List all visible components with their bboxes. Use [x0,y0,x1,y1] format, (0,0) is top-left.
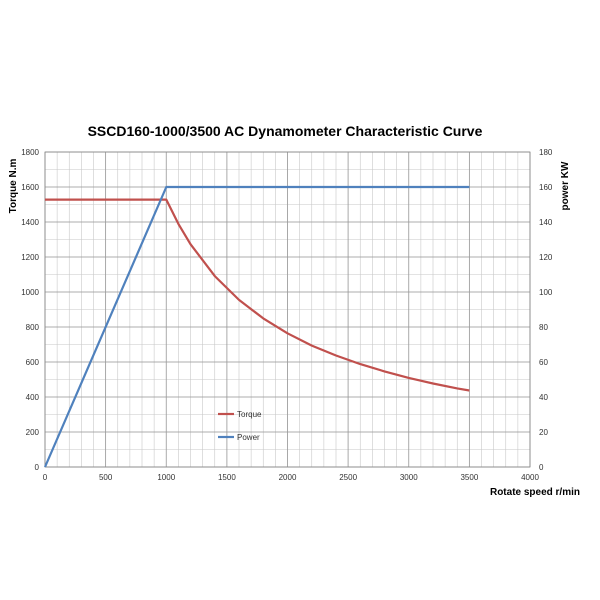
y-right-tick-label: 40 [539,393,548,402]
series-torque-line [45,198,470,392]
chart-title: SSCD160-1000/3500 AC Dynamometer Charact… [88,123,483,139]
y-left-tick-label: 200 [26,428,40,437]
y-left-tick-label: 800 [26,323,40,332]
y-left-tick-label: 1400 [21,218,39,227]
series-power-line [43,185,470,468]
y-right-tick-label: 140 [539,218,553,227]
legend-label-power: Power [237,433,260,442]
major-gridlines [44,151,531,468]
x-tick-label: 500 [99,473,113,482]
y-left-tick-label: 1200 [21,253,39,262]
x-tick-label: 4000 [521,473,539,482]
x-tick-label: 0 [43,473,48,482]
right-tick-labels: 0 20 40 60 80 100 120 140 160 180 [539,148,553,472]
y-left-tick-label: 1000 [21,288,39,297]
y-left-tick-label: 0 [35,463,40,472]
x-tick-labels: 0 500 1000 1500 2000 2500 3000 3500 4000 [43,473,540,482]
series-layer [43,185,470,468]
y-right-tick-label: 20 [539,428,548,437]
legend-label-torque: Torque [237,410,262,419]
y-right-tick-label: 0 [539,463,544,472]
x-tick-label: 3500 [460,473,478,482]
x-axis-label: Rotate speed r/min [490,487,580,498]
y-right-tick-label: 180 [539,148,553,157]
y-right-tick-label: 160 [539,183,553,192]
y-axis-right-label: power KW [560,161,571,210]
y-left-tick-label: 1600 [21,183,39,192]
y-left-tick-label: 1800 [21,148,39,157]
y-right-tick-label: 100 [539,288,553,297]
y-right-tick-label: 80 [539,323,548,332]
x-tick-label: 1500 [218,473,236,482]
plot-area-border [44,151,531,468]
y-left-tick-label: 400 [26,393,40,402]
y-left-tick-label: 600 [26,358,40,367]
left-tick-labels: 0 200 400 600 800 1000 1200 1400 1600 1800 [21,148,39,472]
x-tick-label: 2000 [279,473,297,482]
y-right-tick-label: 120 [539,253,553,262]
y-axis-left-label: Torque N.m [8,158,19,213]
x-tick-label: 2500 [339,473,357,482]
y-right-tick-label: 60 [539,358,548,367]
x-tick-label: 3000 [400,473,418,482]
x-tick-label: 1000 [157,473,175,482]
legend: Torque Power [218,410,262,442]
